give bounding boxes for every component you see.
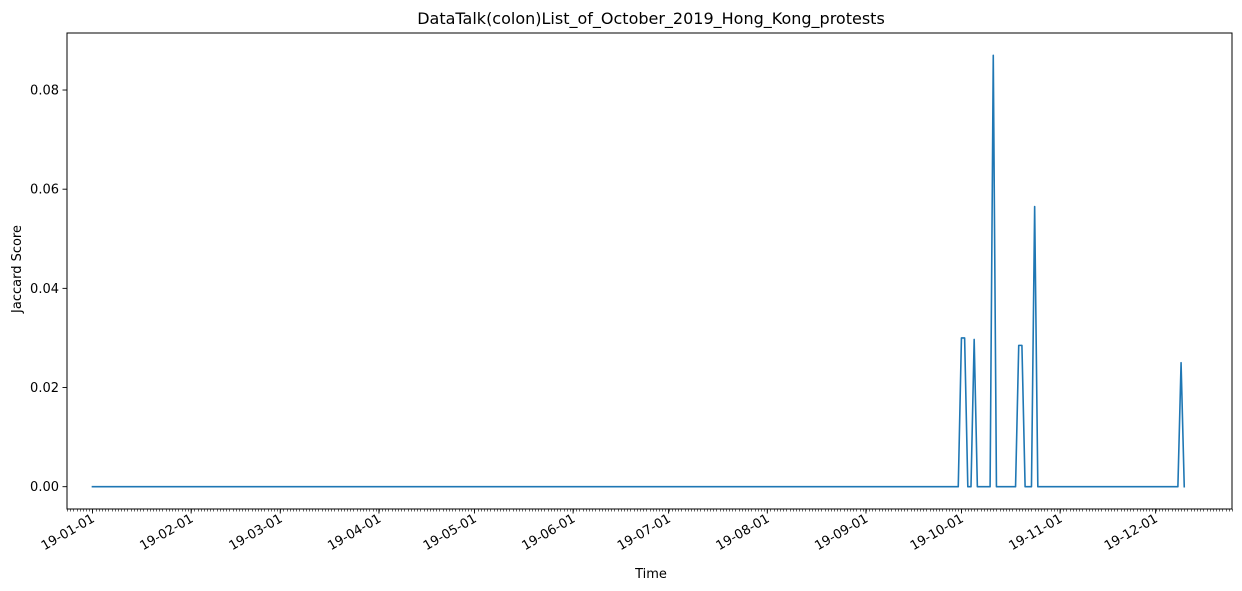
x-tick-label: 19-10-01 <box>908 511 967 553</box>
plot-area: 19-01-01 19-02-01 19-03-01 19-04-01 19-05-01… <box>30 32 1233 554</box>
y-tick-label: 0.08 <box>30 84 59 99</box>
x-axis-label: Time <box>634 567 667 582</box>
x-tick-label: 19-05-01 <box>421 511 480 553</box>
x-tick-label: 19-09-01 <box>812 511 871 553</box>
x-tick-label: 19-01-01 <box>39 511 98 553</box>
x-tick-label: 19-12-01 <box>1102 511 1161 553</box>
series-line <box>91 54 1186 488</box>
chart-title: DataTalk(colon)List_of_October_2019_Hong… <box>417 9 885 29</box>
x-tick-label: 19-02-01 <box>138 511 197 553</box>
y-axis-label: Jaccard Score <box>10 225 25 314</box>
x-tick-label: 19-07-01 <box>615 511 674 553</box>
x-tick-label: 19-11-01 <box>1007 511 1066 553</box>
x-tick-label: 19-04-01 <box>325 511 384 553</box>
x-tick-label: 19-08-01 <box>714 511 773 553</box>
plot-frame <box>66 32 1233 510</box>
y-tick-label: 0.00 <box>30 480 59 495</box>
y-tick-label: 0.02 <box>30 381 59 396</box>
y-tick-label: 0.06 <box>30 183 59 198</box>
x-tick-label: 19-03-01 <box>227 511 286 553</box>
y-tick-label: 0.04 <box>30 282 59 297</box>
x-tick-label: 19-06-01 <box>519 511 578 553</box>
